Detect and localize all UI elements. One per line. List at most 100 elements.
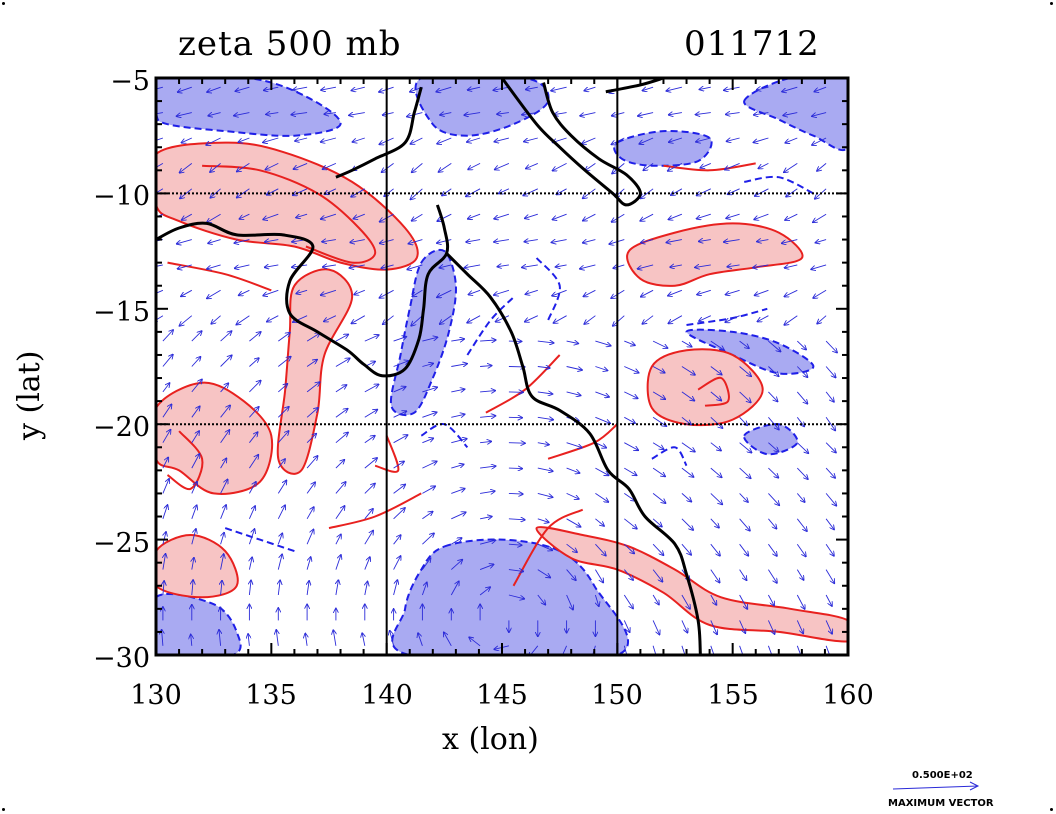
wind-vector [699, 315, 711, 321]
wind-vector [739, 620, 746, 633]
wind-vector [652, 645, 657, 655]
wind-vector [237, 188, 250, 198]
wind-vector [422, 558, 430, 570]
wind-vector [306, 482, 315, 494]
wind-vector [364, 531, 373, 545]
wind-vector [552, 289, 567, 296]
wind-vector [220, 355, 232, 367]
wind-vector [350, 265, 365, 268]
coastline [156, 204, 450, 378]
wind-vector [783, 113, 798, 116]
wind-vector [537, 569, 550, 578]
wind-vector [696, 113, 711, 115]
wind-vector [739, 543, 749, 556]
wind-vector [710, 467, 722, 477]
map-title: zeta 500 mb [178, 24, 402, 64]
wind-vector [180, 315, 193, 326]
wind-vector [479, 540, 495, 545]
wind-vector [277, 459, 285, 469]
wind-vector [393, 337, 407, 342]
wind-vector [580, 112, 596, 116]
wind-vector [467, 315, 481, 323]
wind-vector [393, 435, 408, 444]
wind-vector [422, 512, 432, 520]
wind-vector [208, 113, 221, 116]
wind-vector [321, 213, 337, 219]
wind-vector [508, 468, 522, 469]
wind-vector [192, 580, 193, 596]
wind-vector [641, 188, 654, 199]
wind-vector [220, 383, 229, 393]
wind-vector [335, 482, 346, 494]
wind-vector [468, 213, 481, 219]
wind-vector [450, 560, 462, 570]
wind-vector [554, 113, 567, 115]
wind-vector [757, 87, 769, 90]
wind-vector [739, 594, 748, 609]
wind-vector [739, 518, 750, 531]
wind-vector [796, 569, 803, 580]
positive-contour [547, 423, 618, 460]
wind-vector [699, 240, 711, 242]
wind-vector [796, 366, 807, 378]
wind-vector [249, 332, 260, 342]
wind-vector [681, 366, 695, 375]
wind-vector [192, 558, 194, 570]
corner-mark [1050, 2, 1053, 5]
wind-vector [352, 315, 366, 324]
wind-vector [710, 493, 723, 504]
wind-vector [354, 213, 365, 219]
wind-vector [813, 289, 827, 298]
wind-vector [725, 162, 740, 169]
wind-vector [162, 430, 171, 443]
wind-vector [494, 213, 510, 219]
wind-vector [480, 491, 495, 493]
wind-vector [422, 387, 437, 393]
wind-vector [566, 492, 579, 499]
wind-vector [266, 113, 279, 115]
wind-vector [584, 315, 596, 324]
wind-vector [710, 416, 723, 428]
legend-arrow [892, 785, 979, 790]
wind-vector [782, 239, 798, 244]
negative-contour [686, 307, 768, 326]
wind-vector [444, 632, 452, 647]
wind-vector [595, 493, 608, 502]
wind-vector [182, 213, 193, 220]
wind-vector [710, 442, 721, 451]
plot-frame [154, 76, 850, 657]
wind-vector [248, 529, 254, 545]
wind-vector [652, 493, 665, 503]
plot-area [156, 78, 848, 655]
positive-vorticity-region [626, 222, 804, 287]
wind-vector [208, 239, 221, 244]
wind-vector [278, 580, 280, 596]
wind-vector [724, 240, 740, 242]
wind-vector [553, 162, 567, 170]
wind-vector [595, 391, 609, 397]
x-tick-label: 145 [476, 680, 528, 711]
wind-vector [364, 557, 370, 570]
wind-vector [451, 414, 464, 417]
wind-vector [354, 289, 365, 294]
x-tick-label: 155 [707, 680, 759, 711]
positive-contour [485, 354, 561, 414]
positive-contour [166, 430, 204, 491]
wind-vector [210, 163, 221, 172]
wind-vector [595, 543, 605, 555]
wind-vector [537, 341, 554, 343]
wind-vector [322, 240, 336, 242]
wind-vector [393, 411, 407, 418]
negative-vorticity-region [743, 78, 848, 152]
wind-vector [681, 518, 693, 530]
wind-vector [669, 137, 683, 142]
wind-vector [335, 409, 348, 418]
corner-mark [1050, 808, 1053, 811]
wind-vector [156, 289, 164, 294]
wind-vector [524, 137, 538, 142]
wind-vector [333, 630, 336, 646]
wind-vector [390, 631, 395, 646]
wind-vector [364, 484, 375, 494]
wind-vector [248, 506, 255, 519]
